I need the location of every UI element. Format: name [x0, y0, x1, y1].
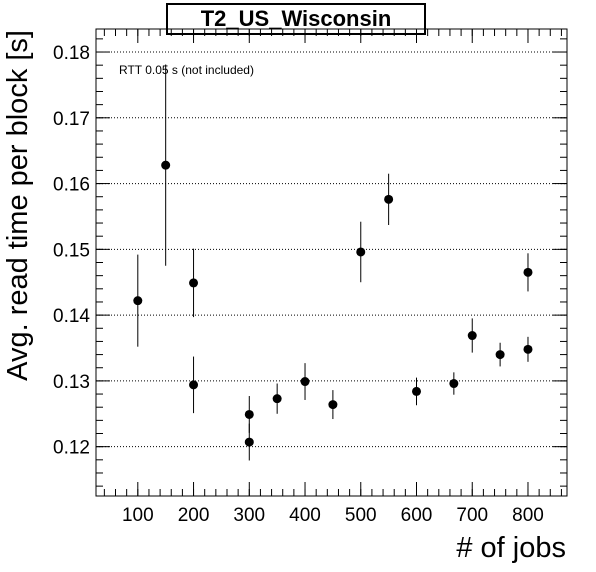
data-point — [189, 380, 199, 390]
y-tick-label: 0.12 — [53, 438, 90, 459]
y-tick-label: 0.13 — [53, 372, 90, 393]
data-point — [272, 394, 282, 404]
data-point — [467, 331, 477, 341]
data-point — [412, 386, 422, 396]
data-point — [449, 379, 459, 389]
chart-title: T2_US_Wisconsin — [166, 3, 426, 35]
x-tick-label: 700 — [456, 505, 488, 526]
data-point — [356, 247, 366, 257]
data-point — [384, 194, 394, 204]
y-tick-label: 0.17 — [53, 109, 90, 130]
x-tick-label: 600 — [401, 505, 433, 526]
data-point — [189, 278, 199, 288]
data-point — [523, 267, 533, 277]
data-point — [328, 400, 338, 410]
y-tick-label: 0.14 — [53, 306, 90, 327]
data-point — [244, 409, 254, 419]
data-point — [300, 377, 310, 387]
data-point — [161, 160, 171, 170]
x-tick-label: 300 — [233, 505, 265, 526]
data-point — [523, 344, 533, 354]
rtt-annotation: RTT 0.05 s (not included) — [119, 63, 254, 77]
grid-lines — [96, 51, 567, 448]
y-tick-label: 0.16 — [53, 175, 90, 196]
x-tick-label: 500 — [345, 505, 377, 526]
data-point — [133, 296, 143, 306]
x-tick-label: 200 — [178, 505, 210, 526]
data-point — [244, 437, 254, 447]
axis-ticks: 0.12 0.13 0.14 0.15 0.16 0.17 0.18 100 200 300 400… — [53, 29, 567, 526]
y-tick-label: 0.18 — [53, 43, 90, 64]
x-tick-label: 400 — [289, 505, 321, 526]
x-tick-label: 100 — [122, 505, 154, 526]
data-point — [495, 350, 505, 360]
x-tick-label: 800 — [512, 505, 544, 526]
y-tick-label: 0.15 — [53, 240, 90, 261]
x-axis-label: # of jobs — [456, 532, 566, 564]
plot-frame — [95, 28, 568, 497]
data-points — [133, 64, 533, 461]
y-axis-label: Avg. read time per block [s] — [2, 30, 34, 381]
